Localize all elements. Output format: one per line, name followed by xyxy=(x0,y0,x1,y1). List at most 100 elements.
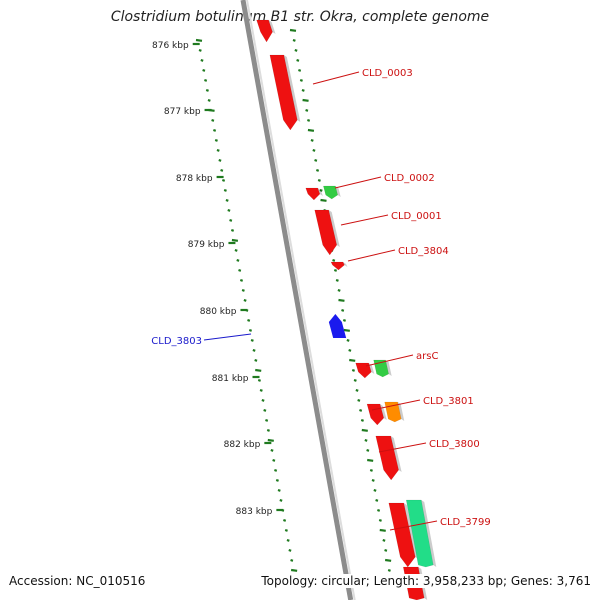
right-tick xyxy=(320,198,327,202)
backbone xyxy=(240,0,356,600)
right-tick xyxy=(333,268,338,272)
gene-feature-arsc[interactable] xyxy=(355,362,375,379)
left-tick xyxy=(238,268,242,272)
gene-feature-cld3800[interactable] xyxy=(375,435,402,481)
right-tick xyxy=(338,298,345,302)
right-tick xyxy=(355,388,359,392)
left-tick xyxy=(205,88,209,92)
left-tick xyxy=(261,398,265,402)
right-tick xyxy=(335,278,339,282)
left-tick xyxy=(200,58,204,62)
kbp-label: 878 kbp xyxy=(176,174,213,184)
kbp-label: 882 kbp xyxy=(224,440,261,450)
gene-label-cld_0003[interactable]: CLD_0003 xyxy=(362,68,413,79)
right-tick xyxy=(319,188,323,192)
genome-summary-text: Topology: circular; Length: 3,958,233 bp… xyxy=(258,574,591,588)
gene-label-cld_3800[interactable]: CLD_3800 xyxy=(429,439,480,450)
gene-label-cld_3799[interactable]: CLD_3799 xyxy=(440,517,491,528)
kbp-label: 881 kbp xyxy=(212,374,249,384)
left-tick xyxy=(286,538,290,542)
left-tick xyxy=(257,378,261,382)
right-tick xyxy=(359,408,363,412)
left-tick xyxy=(288,548,292,552)
gene-feature-cld3803[interactable] xyxy=(328,314,347,338)
right-tick xyxy=(302,98,309,102)
backbone-highlight xyxy=(246,0,356,600)
left-tick xyxy=(234,248,238,252)
kbp-label: 883 kbp xyxy=(236,507,273,517)
left-tick xyxy=(283,518,287,522)
left-tick xyxy=(218,158,222,162)
right-tick xyxy=(353,378,357,382)
gene-feature-top[interactable] xyxy=(256,19,276,43)
gene-label-leader xyxy=(340,214,389,226)
gene-label-leader xyxy=(371,399,421,411)
left-tick xyxy=(211,118,215,122)
right-tick xyxy=(366,448,370,452)
left-tick xyxy=(267,438,274,442)
left-tick xyxy=(239,278,244,282)
right-tick xyxy=(305,108,309,112)
right-tick xyxy=(337,288,341,292)
left-tick xyxy=(252,348,256,352)
left-tick xyxy=(259,388,263,392)
left-tick xyxy=(227,208,231,212)
gene-feature-cld3804[interactable] xyxy=(330,261,348,271)
left-tick xyxy=(223,188,227,192)
right-tick xyxy=(384,548,388,552)
left-tick xyxy=(230,228,235,232)
gene-label-leader xyxy=(334,176,382,189)
right-tick xyxy=(382,538,386,542)
kbp-label: 879 kbp xyxy=(188,240,225,250)
gene-feature-cld0001[interactable] xyxy=(314,209,340,256)
left-tick xyxy=(236,258,240,262)
right-tick xyxy=(317,178,321,182)
right-tick xyxy=(379,528,386,532)
left-tick xyxy=(216,148,220,152)
gene-label-cld_0001[interactable]: CLD_0001 xyxy=(391,211,442,222)
left-tick xyxy=(274,468,278,472)
feature-track[interactable] xyxy=(256,19,437,600)
right-tick xyxy=(289,28,297,32)
gene-feature-cld0003[interactable] xyxy=(269,54,301,131)
gene-label-cld_3803[interactable]: CLD_3803 xyxy=(151,336,202,347)
right-tick xyxy=(298,68,302,72)
left-tick xyxy=(277,488,281,492)
left-tick xyxy=(248,328,253,332)
right-tick xyxy=(364,438,368,442)
right-tick xyxy=(387,568,391,572)
accession-text: Accession: NC_010516 xyxy=(9,574,146,588)
right-tick xyxy=(361,428,368,432)
gene-label-leader xyxy=(389,520,438,531)
gene-label-leader xyxy=(203,333,252,341)
right-tick xyxy=(343,328,350,332)
gene-label-cld_3801[interactable]: CLD_3801 xyxy=(423,396,474,407)
gene-label-arsc[interactable]: arsC xyxy=(416,351,438,362)
kbp-label: 877 kbp xyxy=(164,107,201,117)
right-tick xyxy=(314,158,318,162)
left-tick xyxy=(290,558,294,562)
gene-feature-arsc-green[interactable] xyxy=(373,359,392,378)
gene-feature-cld0002[interactable] xyxy=(305,187,323,201)
left-tick xyxy=(266,428,270,432)
left-tick xyxy=(263,408,267,412)
left-tick xyxy=(241,288,245,292)
kbp-label: 880 kbp xyxy=(200,307,237,317)
gene-feature-cld0002-green[interactable] xyxy=(323,185,341,200)
right-tick xyxy=(346,338,350,342)
left-tick xyxy=(213,128,217,132)
gene-feature-cld3799-teal[interactable] xyxy=(405,499,437,568)
gene-label-leader xyxy=(378,442,427,453)
right-tick xyxy=(367,458,374,462)
right-tick xyxy=(315,168,320,172)
right-tick xyxy=(357,398,361,402)
right-tick xyxy=(377,508,381,512)
right-tick xyxy=(351,368,355,372)
left-tick xyxy=(243,298,247,302)
gene-label-cld_3804[interactable]: CLD_3804 xyxy=(398,246,449,257)
gene-label-cld_0002[interactable]: CLD_0002 xyxy=(384,173,435,184)
left-tick xyxy=(272,458,276,462)
left-tick xyxy=(195,38,203,42)
left-tick xyxy=(290,568,298,572)
